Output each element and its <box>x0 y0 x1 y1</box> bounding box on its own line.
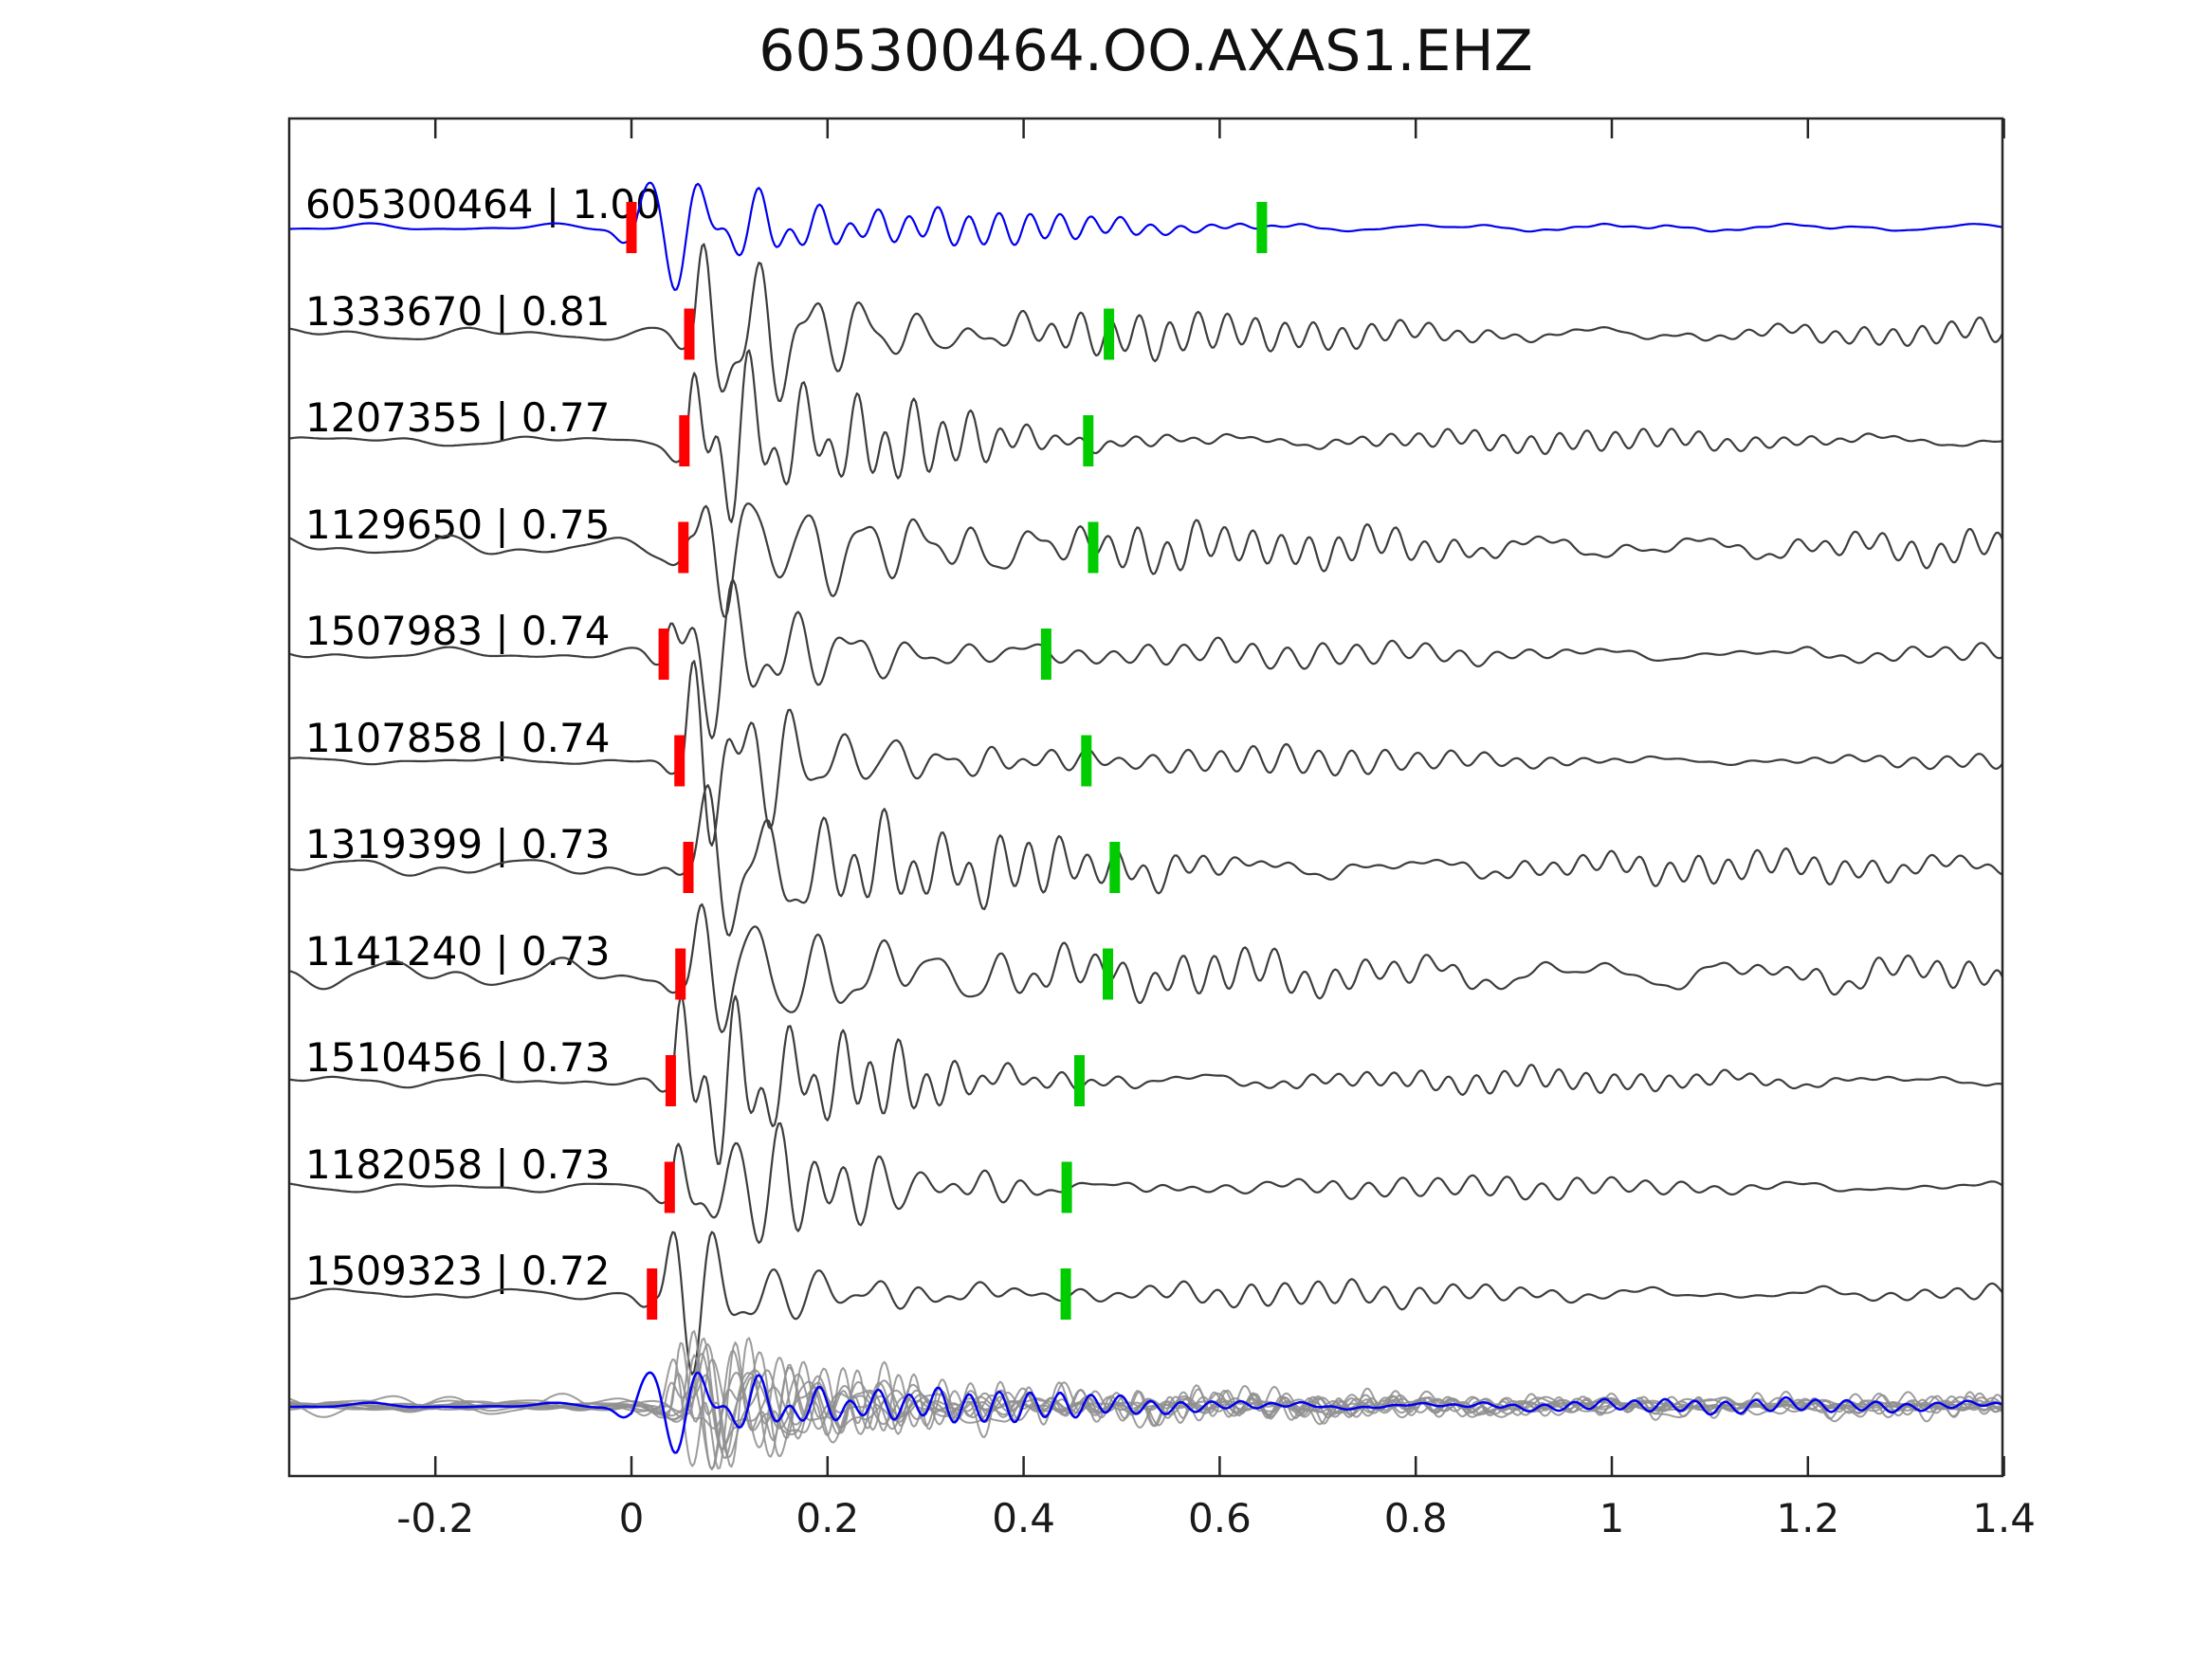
chart-title: 605300464.OO.AXAS1.EHZ <box>759 18 1533 84</box>
trace-label: 1182058 | 0.73 <box>305 1140 611 1188</box>
s-pick-marker <box>1256 202 1268 253</box>
match-waveform <box>290 994 2002 1165</box>
trace-label: 1319399 | 0.73 <box>305 821 611 867</box>
trace-label: 1509323 | 0.72 <box>305 1248 611 1294</box>
s-pick-marker <box>1103 948 1113 1000</box>
trace-label: 1507983 | 0.74 <box>305 608 611 654</box>
trace-label: 605300464 | 1.00 <box>305 181 661 228</box>
match-waveform <box>290 902 2002 1033</box>
p-pick-marker <box>674 735 686 787</box>
x-axis-tick-label: 0.2 <box>795 1495 860 1541</box>
trace-label: 1207355 | 0.77 <box>305 394 611 441</box>
p-pick-marker <box>664 1161 675 1213</box>
p-pick-marker <box>683 842 694 893</box>
s-pick-marker <box>1104 308 1115 360</box>
reference-waveform <box>290 181 2002 291</box>
p-pick-marker <box>684 308 695 360</box>
s-pick-marker <box>1088 521 1099 574</box>
trace-label: 1333670 | 0.81 <box>305 287 611 335</box>
match-waveform <box>290 502 2002 618</box>
x-axis-tick-label: 0 <box>618 1495 645 1541</box>
waveforms-group <box>290 181 2002 1470</box>
p-pick-marker <box>665 1055 676 1106</box>
s-pick-marker <box>1061 1161 1072 1213</box>
overlay-reference-waveform <box>290 1371 2002 1454</box>
match-waveform <box>290 349 2002 523</box>
x-axis-tick-label: 0.6 <box>1187 1495 1252 1541</box>
match-waveform <box>290 1121 2002 1245</box>
match-waveform <box>290 660 2002 847</box>
x-axis-tick-label: 0.8 <box>1383 1495 1448 1541</box>
s-pick-marker <box>1074 1055 1085 1106</box>
s-pick-marker <box>1060 1268 1071 1320</box>
s-pick-marker <box>1109 842 1121 893</box>
overlay-gray-waveform <box>290 1372 2002 1459</box>
x-axis-tick-label: 0.4 <box>992 1495 1055 1541</box>
overlay-gray-waveform <box>290 1352 2002 1450</box>
x-axis-tick-label: 1.2 <box>1776 1495 1840 1541</box>
match-waveform <box>290 579 2002 739</box>
x-axis-tick-label: -0.2 <box>396 1495 475 1541</box>
x-axis-tick-label: 1 <box>1599 1495 1625 1541</box>
s-pick-marker <box>1083 415 1094 466</box>
s-pick-marker <box>1040 629 1051 680</box>
match-waveform <box>290 243 2002 403</box>
trace-label: 1107858 | 0.74 <box>305 714 611 761</box>
x-axis-tick-label: 1.4 <box>1972 1495 2036 1541</box>
p-pick-marker <box>658 629 669 680</box>
trace-label: 1141240 | 0.73 <box>305 927 611 975</box>
p-pick-marker <box>678 521 689 574</box>
axis-frame <box>287 117 2004 1478</box>
p-pick-marker <box>626 202 637 253</box>
match-waveform <box>290 1231 2002 1376</box>
match-waveform <box>290 784 2002 937</box>
p-pick-marker <box>675 948 686 1000</box>
overlay-gray-waveform <box>290 1337 2002 1457</box>
p-pick-marker <box>679 415 690 466</box>
p-pick-marker <box>647 1268 658 1320</box>
trace-label: 1510456 | 0.73 <box>305 1034 611 1081</box>
s-pick-marker <box>1081 735 1092 787</box>
overlay-gray-waveform <box>290 1358 2002 1468</box>
overlay-gray-waveform <box>290 1341 2002 1469</box>
